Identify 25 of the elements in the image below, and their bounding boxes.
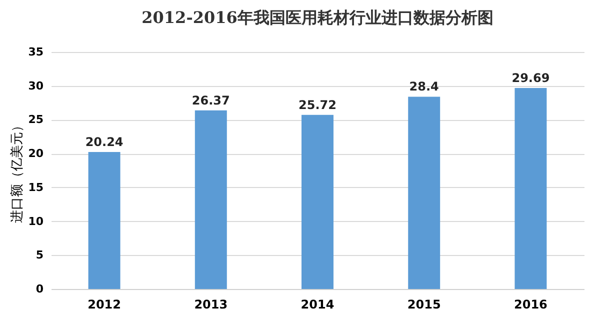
y-tick-label: 0 bbox=[36, 282, 44, 296]
data-label: 28.4 bbox=[409, 80, 439, 94]
y-tick-label: 35 bbox=[28, 46, 44, 58]
y-tick-label: 20 bbox=[28, 147, 44, 160]
data-label: 26.37 bbox=[192, 93, 230, 108]
bar bbox=[408, 96, 440, 289]
y-tick-label: 15 bbox=[28, 180, 44, 194]
y-tick-label: 25 bbox=[28, 113, 44, 126]
y-tick-label: 10 bbox=[28, 214, 44, 228]
x-tick-label: 2015 bbox=[407, 298, 441, 312]
chart-title: 2012-2016年我国医用耗材行业进口数据分析图 bbox=[142, 8, 494, 27]
data-label: 20.24 bbox=[85, 134, 124, 149]
bar bbox=[88, 152, 120, 289]
x-tick-label: 2013 bbox=[194, 298, 228, 312]
bar bbox=[302, 114, 334, 289]
data-label: 25.72 bbox=[298, 98, 336, 112]
x-tick-label: 2016 bbox=[514, 298, 548, 312]
y-tick-label: 30 bbox=[28, 79, 44, 92]
x-tick-label: 2014 bbox=[300, 298, 334, 312]
bar bbox=[194, 110, 227, 289]
x-tick-label: 2012 bbox=[88, 298, 122, 312]
data-label: 29.69 bbox=[512, 70, 550, 85]
y-axis-title: 进口额（亿美元） bbox=[9, 119, 26, 223]
y-tick-label: 5 bbox=[36, 248, 44, 262]
bar bbox=[514, 88, 547, 289]
